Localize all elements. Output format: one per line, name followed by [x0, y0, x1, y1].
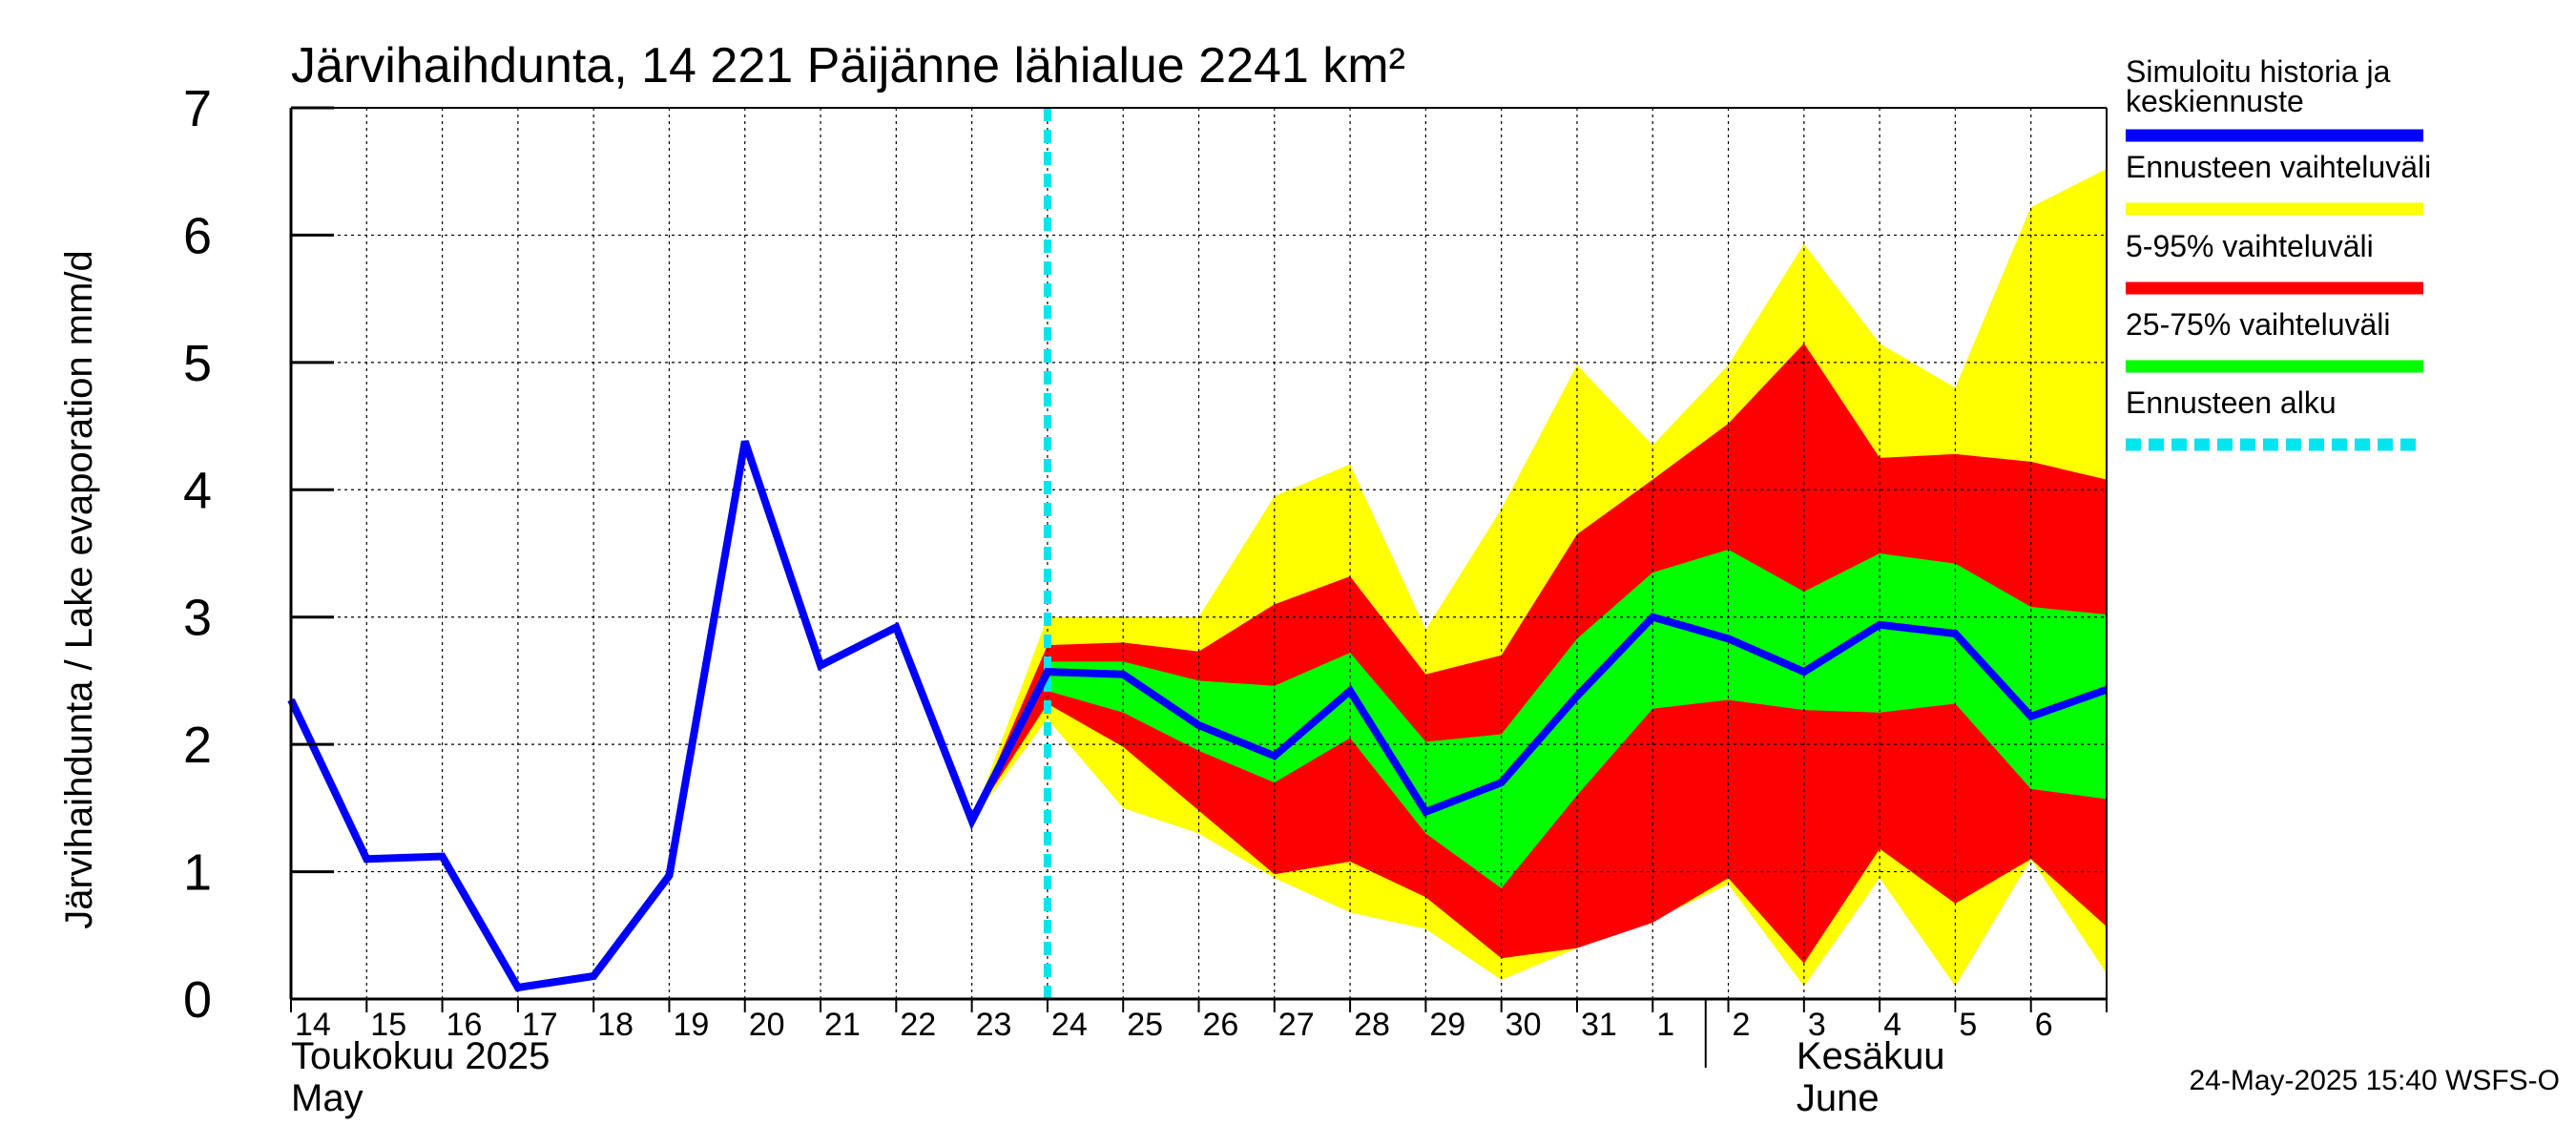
month-label-en: June	[1797, 1077, 1880, 1119]
y-tick-label: 4	[183, 462, 212, 519]
x-tick-label: 6	[2035, 1007, 2053, 1043]
x-tick-label: 17	[522, 1007, 558, 1043]
x-tick-label: 5	[1959, 1007, 1977, 1043]
x-tick-label: 29	[1429, 1007, 1465, 1043]
timestamp-footer: 24-May-2025 15:40 WSFS-O	[2190, 1065, 2561, 1096]
x-tick-label: 24	[1051, 1007, 1088, 1043]
chart-title: Järvihaihdunta, 14 221 Päijänne lähialue…	[291, 38, 1405, 94]
x-tick-label: 19	[673, 1007, 709, 1043]
legend-label: 5-95% vaihteluväli	[2126, 229, 2374, 263]
x-tick-label: 14	[295, 1007, 331, 1043]
x-tick-label: 30	[1506, 1007, 1542, 1043]
legend-label: Ennusteen alku	[2126, 385, 2337, 420]
history-line	[287, 440, 1051, 992]
y-tick-label: 3	[183, 590, 212, 647]
x-tick-label: 31	[1581, 1007, 1617, 1043]
x-tick-label: 15	[370, 1007, 406, 1043]
y-tick-label: 7	[183, 80, 212, 137]
x-tick-label: 21	[824, 1007, 861, 1043]
y-tick-label: 1	[183, 844, 212, 902]
x-tick-label: 28	[1354, 1007, 1390, 1043]
band-25-75	[1047, 549, 2107, 888]
y-tick-label: 0	[183, 971, 212, 1029]
grid-lines	[291, 108, 2107, 999]
legend-label: Ennusteen vaihteluväli	[2126, 150, 2431, 184]
y-axis-label: Järvihaihdunta / Lake evaporation mm/d	[58, 250, 100, 929]
y-tick-label: 2	[183, 717, 212, 774]
y-tick-label: 5	[183, 335, 212, 392]
x-tick-label: 25	[1127, 1007, 1163, 1043]
legend-label: 25-75% vaihteluväli	[2126, 307, 2391, 342]
x-tick-label: 20	[749, 1007, 785, 1043]
x-tick-label: 16	[447, 1007, 483, 1043]
forecast-bands	[971, 169, 2107, 987]
legend-label: Simuloitu historia ja	[2126, 54, 2391, 89]
legend-label: keskiennuste	[2126, 84, 2304, 118]
series-lines	[287, 108, 2109, 999]
x-tick-label: 18	[597, 1007, 634, 1043]
x-tick-label: 23	[976, 1007, 1012, 1043]
x-tick-label: 1	[1656, 1007, 1674, 1043]
x-tick-label: 2	[1733, 1007, 1751, 1043]
month-label-fi: Kesäkuu	[1797, 1035, 1945, 1077]
month-label-en: May	[291, 1077, 364, 1119]
x-tick-label: 27	[1278, 1007, 1315, 1043]
median-forecast-line	[968, 613, 2109, 823]
month-label-fi: Toukokuu 2025	[291, 1035, 550, 1077]
x-tick-label: 22	[900, 1007, 936, 1043]
y-tick-label: 6	[183, 207, 212, 264]
x-tick-label: 3	[1808, 1007, 1826, 1043]
x-tick-label: 4	[1883, 1007, 1901, 1043]
x-tick-label: 26	[1203, 1007, 1239, 1043]
band-5-95	[971, 343, 2107, 964]
